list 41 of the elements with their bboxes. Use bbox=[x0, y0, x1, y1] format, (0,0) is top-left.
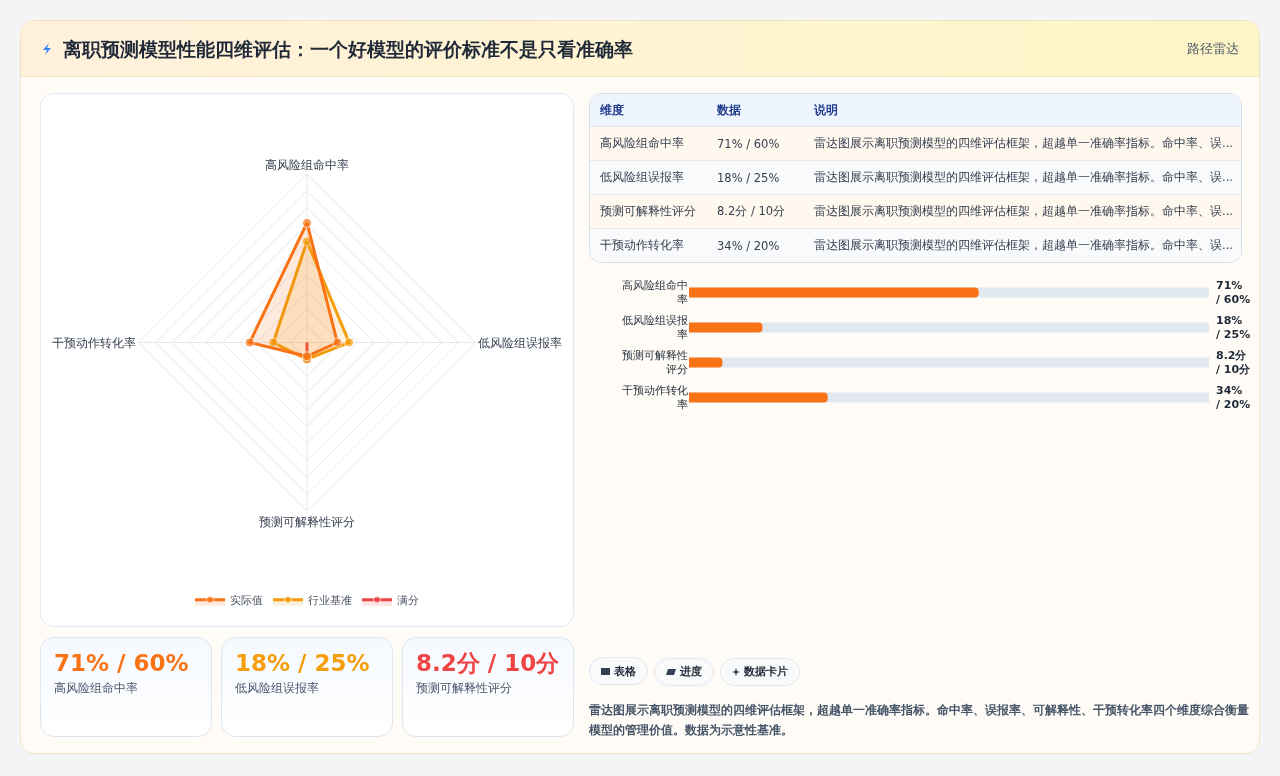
text: 进度 bbox=[654, 657, 714, 686]
text: 表格 bbox=[589, 657, 648, 685]
spoke-label: 干预动作转化率 bbox=[51, 335, 136, 350]
y-tick-label: 高风险组命中率 bbox=[622, 279, 688, 307]
bar bbox=[689, 357, 723, 368]
bar bbox=[689, 392, 828, 403]
text: 雷达图展示离职预测模型的四维评估框架，超越单一准确率指标。命中率、误... bbox=[813, 170, 1234, 185]
text: 34% / 20% bbox=[716, 238, 781, 253]
text: 高风险组命中率 bbox=[54, 680, 139, 697]
spoke-label: 预测可解释性评分 bbox=[259, 514, 355, 529]
text: 18% / 25% bbox=[716, 170, 781, 185]
text: 雷达图展示离职预测模型的四维评估框架，超越单一准确率指标。命中率、误... bbox=[813, 136, 1234, 151]
text: 18% / 25% bbox=[235, 650, 370, 676]
text: 71% / 60% bbox=[54, 650, 189, 676]
legend-label: 行业基准 bbox=[308, 593, 352, 607]
text: 数据 bbox=[716, 102, 742, 118]
spoke-label: 高风险组命中率 bbox=[265, 157, 349, 172]
y-tick-label: 预测可解释性评分 bbox=[622, 349, 688, 377]
text: 8.2分 / 10分 bbox=[416, 650, 560, 676]
text: 路径雷达 bbox=[1187, 40, 1239, 58]
y-tick-label: 干预动作转化率 bbox=[622, 384, 688, 412]
text: 71% / 60% bbox=[716, 136, 781, 151]
data-label: 34% / 20% bbox=[1216, 384, 1251, 412]
data-label: 8.2分 / 10分 bbox=[1216, 349, 1252, 377]
data-label: 18% / 25% bbox=[1216, 314, 1251, 342]
text: 离职预测模型性能四维评估：一个好模型的评价标准不是只看准确率 bbox=[63, 37, 633, 62]
text: 维度 bbox=[599, 102, 625, 118]
text: 雷达图展示离职预测模型的四维评估框架，超越单一准确率指标。命中率、误... bbox=[813, 238, 1234, 253]
text: 预测可解释性评分 bbox=[416, 680, 513, 697]
data-label: 71% / 60% bbox=[1216, 279, 1251, 307]
legend-label: 满分 bbox=[397, 593, 419, 607]
text: 雷达图展示离职预测模型的四维评估框架，超越单一准确率指标。命中率、误... bbox=[813, 204, 1234, 219]
spoke-label: 低风险组误报率 bbox=[478, 335, 563, 350]
legend-label: 实际值 bbox=[230, 593, 263, 607]
text: 说明 bbox=[813, 102, 839, 118]
text: 雷达图展示离职预测模型的四维评估框架，超越单一准确率指标。命中率、误报率、可解释性、干预转化率四个维度综合衡量模型的管理价值。数据为示意性基准。 bbox=[589, 701, 1249, 739]
y-tick-label: 低风险组误报率 bbox=[622, 314, 688, 342]
bar bbox=[689, 322, 763, 333]
text: 低风险组误报率 bbox=[235, 680, 320, 697]
text: 数据卡片 bbox=[720, 657, 800, 686]
text: 8.2分 / 10分 bbox=[716, 204, 787, 219]
